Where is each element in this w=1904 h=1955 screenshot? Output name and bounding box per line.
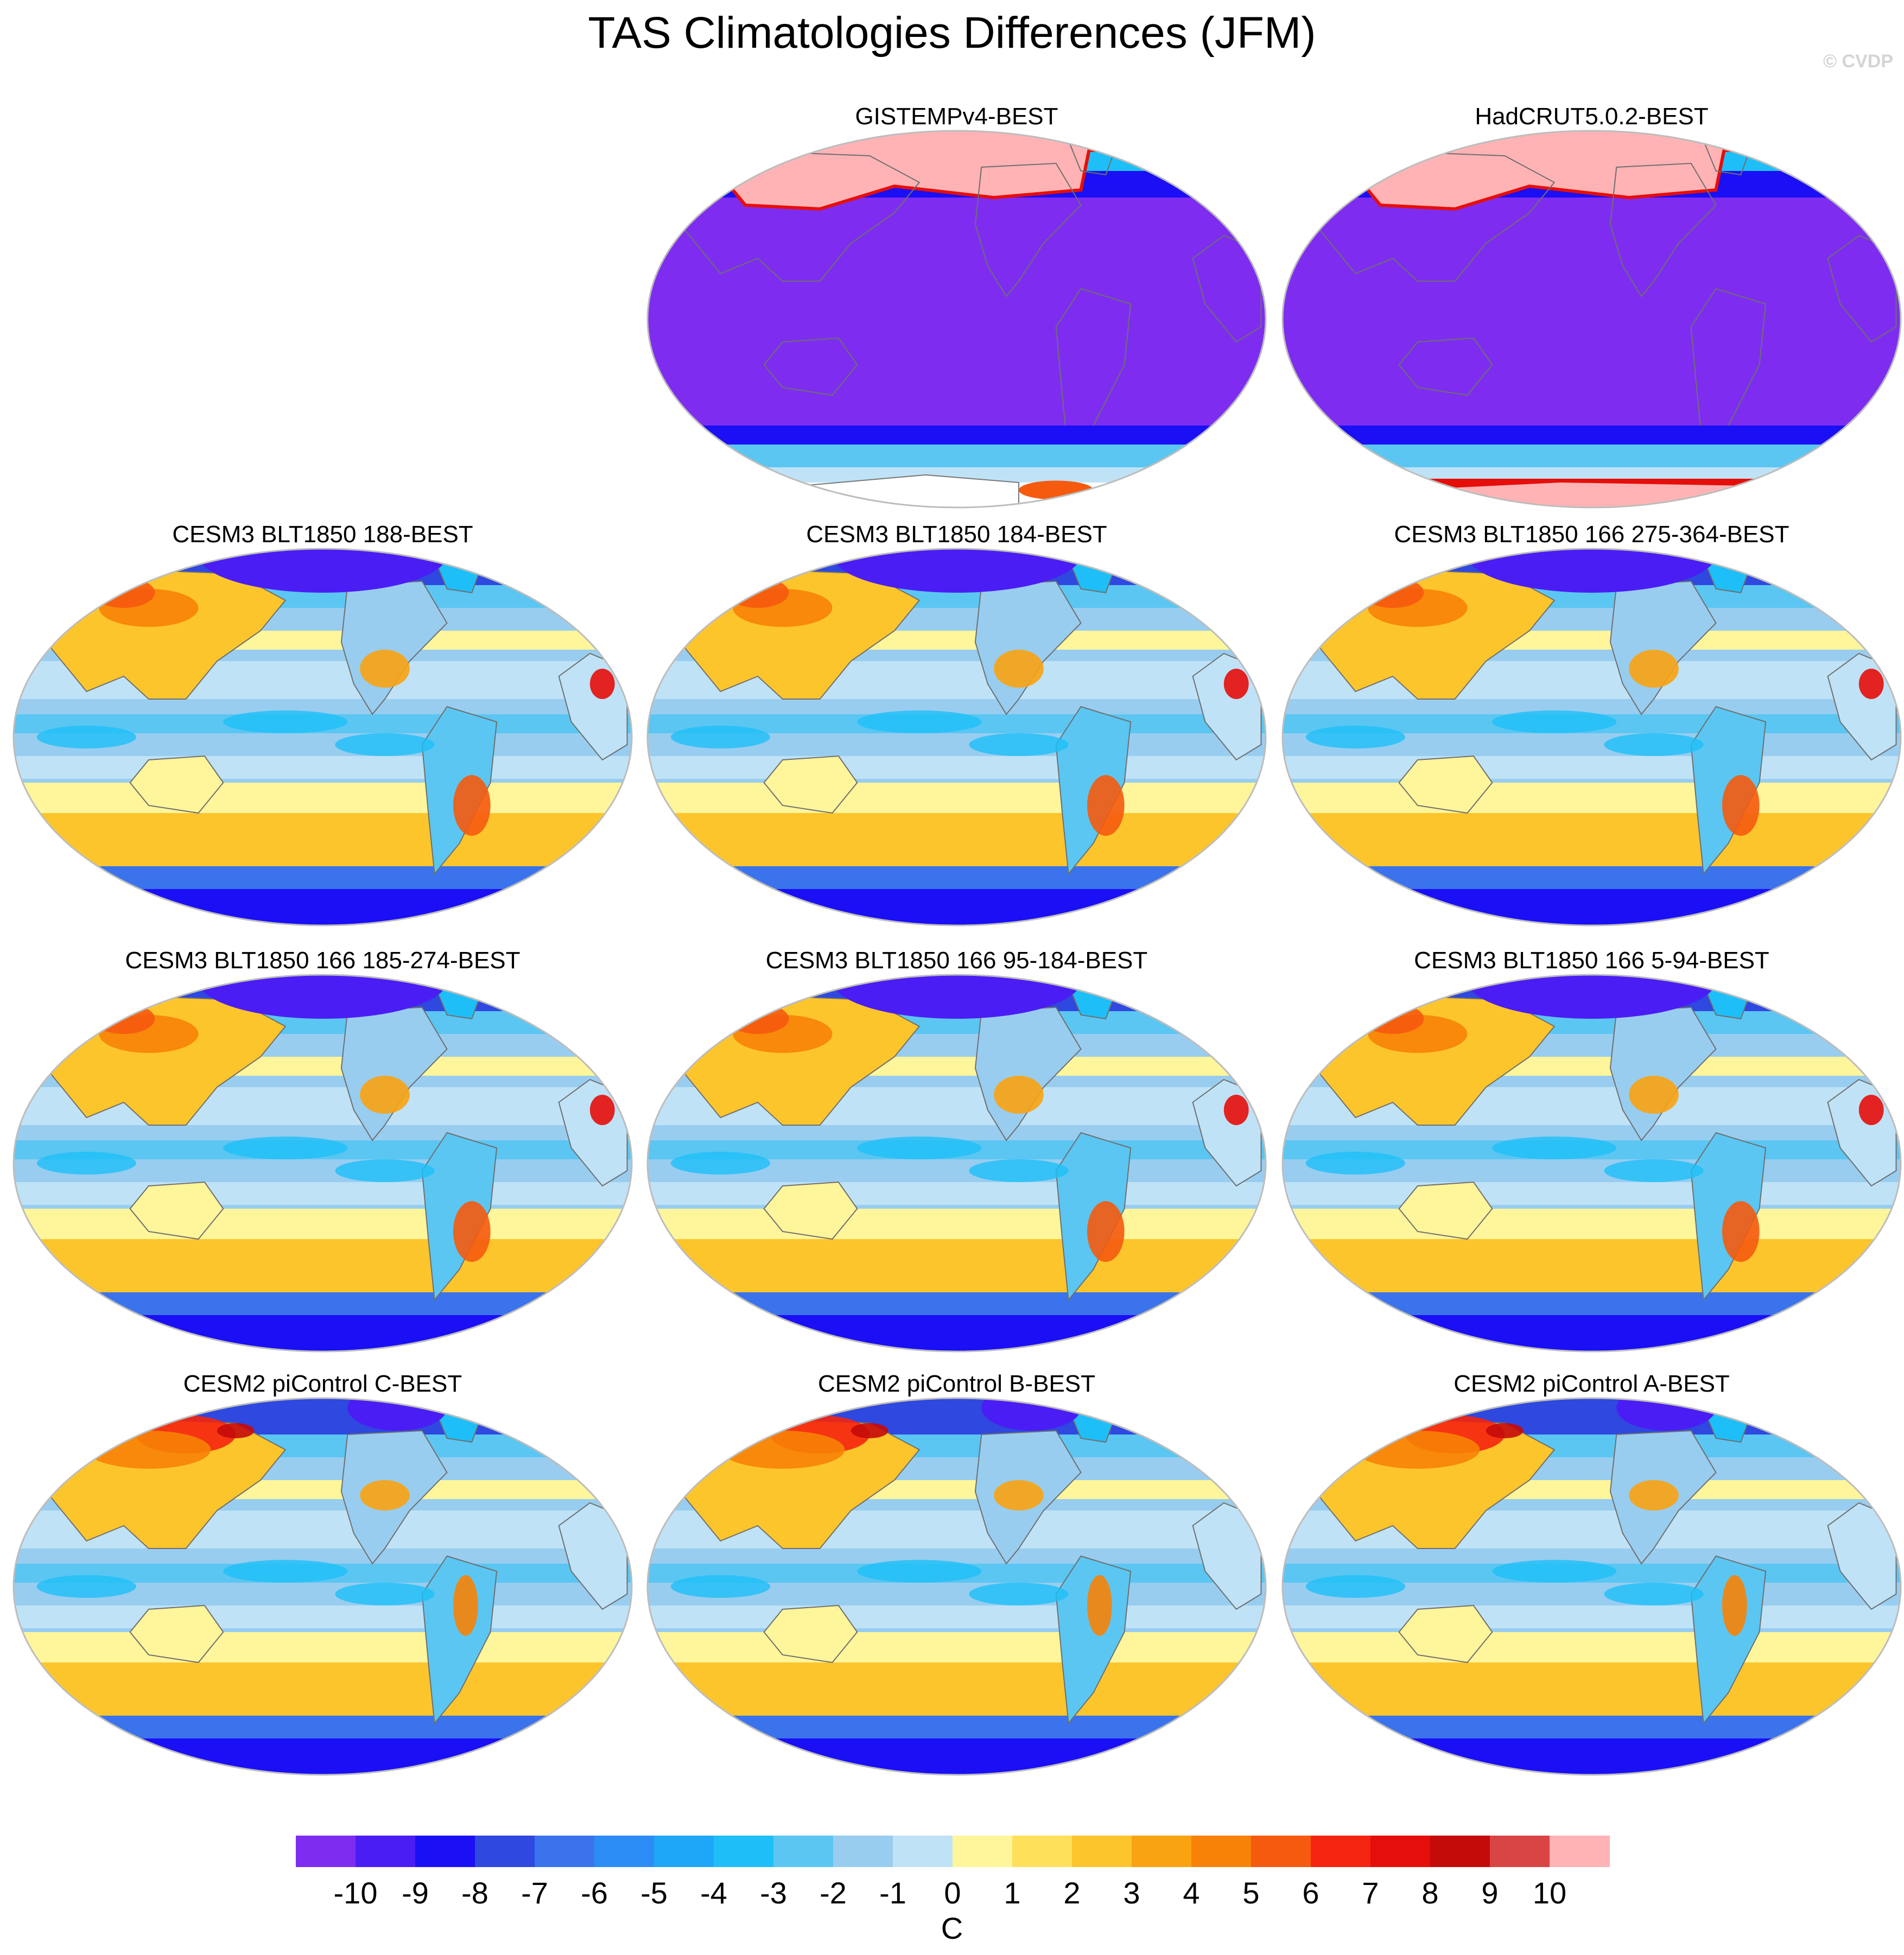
colorbar-tick-label: 6 <box>1302 1876 1319 1910</box>
colorbar-box <box>654 1836 714 1867</box>
colorbar-units: C <box>941 1911 963 1945</box>
colorbar-box <box>535 1836 595 1867</box>
colorbar <box>296 1836 1610 1867</box>
colorbar-tick-label: -7 <box>521 1876 548 1910</box>
colorbar-tick-label: -2 <box>820 1876 847 1910</box>
panel-title: CESM2 piControl A-BEST <box>1454 1370 1730 1397</box>
panel-title: CESM3 BLT1850 166 185-274-BEST <box>125 947 521 974</box>
colorbar-tick-label: -4 <box>700 1876 727 1910</box>
colorbar-box <box>1132 1836 1192 1867</box>
robinson-map <box>12 548 633 926</box>
robinson-map <box>1281 548 1902 926</box>
colorbar-box <box>1370 1836 1431 1867</box>
panel-title: HadCRUT5.0.2-BEST <box>1475 103 1709 130</box>
colorbar-tick-label: -8 <box>461 1876 488 1910</box>
map-panel-p-cesm3-166b: CESM3 BLT1850 166 185-274-BEST <box>12 947 633 1359</box>
colorbar-box <box>1191 1836 1252 1867</box>
colorbar-tick-label: 8 <box>1421 1876 1439 1910</box>
panel-title: CESM2 piControl C-BEST <box>183 1370 462 1397</box>
colorbar-box <box>1490 1836 1550 1867</box>
panel-title: CESM2 piControl B-BEST <box>817 1370 1096 1397</box>
map-panel-p-hadcrut: HadCRUT5.0.2-BEST <box>1281 103 1902 515</box>
colorbar-box <box>1430 1836 1490 1867</box>
robinson-map <box>1281 974 1902 1353</box>
map-panel-p-cesm2-c: CESM2 piControl C-BEST <box>12 1370 633 1782</box>
robinson-map <box>646 548 1267 926</box>
colorbar-box <box>773 1836 834 1867</box>
map-panel-p-cesm3-188: CESM3 BLT1850 188-BEST <box>12 521 633 932</box>
colorbar-box <box>893 1836 953 1867</box>
panel-title: GISTEMPv4-BEST <box>855 103 1058 130</box>
map-panel-p-gistemp: GISTEMPv4-BEST <box>646 103 1267 515</box>
colorbar-tick-label: -9 <box>402 1876 429 1910</box>
robinson-map <box>12 1397 633 1776</box>
colorbar-tick-label: -3 <box>760 1876 787 1910</box>
map-panel-p-cesm3-166a: CESM3 BLT1850 166 275-364-BEST <box>1281 521 1902 932</box>
robinson-map <box>646 1397 1267 1776</box>
colorbar-tick-label: 2 <box>1063 1876 1081 1910</box>
colorbar-tick-label: 9 <box>1481 1876 1499 1910</box>
colorbar-box <box>1072 1836 1132 1867</box>
colorbar-tick-label: 4 <box>1183 1876 1200 1910</box>
colorbar-tick-label: -5 <box>640 1876 668 1910</box>
colorbar-box <box>415 1836 475 1867</box>
map-panel-p-cesm2-a: CESM2 piControl A-BEST <box>1281 1370 1902 1782</box>
colorbar-tick-label: 10 <box>1532 1876 1567 1910</box>
colorbar-box <box>356 1836 416 1867</box>
colorbar-labels: -10 -9 -8 -7 -6 -5 -4 -3 -2 -1 0 1 2 3 4 5 6 7 8 9 10 <box>0 1875 1904 1913</box>
colorbar-box <box>594 1836 655 1867</box>
colorbar-box <box>833 1836 893 1867</box>
colorbar-box <box>296 1836 356 1867</box>
map-panel-p-cesm3-184: CESM3 BLT1850 184-BEST <box>646 521 1267 932</box>
copyright-label: © CVDP <box>1823 51 1893 72</box>
panel-title: CESM3 BLT1850 188-BEST <box>172 521 473 548</box>
panel-title: CESM3 BLT1850 166 275-364-BEST <box>1394 521 1789 548</box>
panel-title: CESM3 BLT1850 166 5-94-BEST <box>1414 947 1769 974</box>
colorbar-tick-label: -6 <box>581 1876 608 1910</box>
colorbar-tick-label: 3 <box>1123 1876 1140 1910</box>
colorbar-tick-label: -1 <box>879 1876 906 1910</box>
panel-title: CESM3 BLT1850 184-BEST <box>806 521 1107 548</box>
colorbar-box <box>1012 1836 1072 1867</box>
panel-title: CESM3 BLT1850 166 95-184-BEST <box>765 947 1148 974</box>
robinson-map <box>1281 1397 1902 1776</box>
colorbar-tick-label: 5 <box>1242 1876 1260 1910</box>
colorbar-tick-label: 7 <box>1362 1876 1379 1910</box>
figure-title: TAS Climatologies Differences (JFM) <box>588 8 1316 58</box>
colorbar-box <box>714 1836 774 1867</box>
colorbar-box <box>475 1836 535 1867</box>
colorbar-tick-label: 1 <box>1004 1876 1021 1910</box>
map-panel-p-cesm2-b: CESM2 piControl B-BEST <box>646 1370 1267 1782</box>
colorbar-tick-label: 0 <box>944 1876 961 1910</box>
map-panel-p-cesm3-166d: CESM3 BLT1850 166 5-94-BEST <box>1281 947 1902 1359</box>
robinson-map <box>12 974 633 1353</box>
colorbar-box <box>1311 1836 1371 1867</box>
robinson-map <box>646 130 1267 509</box>
map-panel-p-cesm3-166c: CESM3 BLT1850 166 95-184-BEST <box>646 947 1267 1359</box>
robinson-map <box>646 974 1267 1353</box>
colorbar-box <box>1251 1836 1311 1867</box>
colorbar-box <box>1550 1836 1610 1867</box>
colorbar-box <box>953 1836 1013 1867</box>
robinson-map <box>1281 130 1902 509</box>
colorbar-tick-label: -10 <box>333 1876 378 1910</box>
